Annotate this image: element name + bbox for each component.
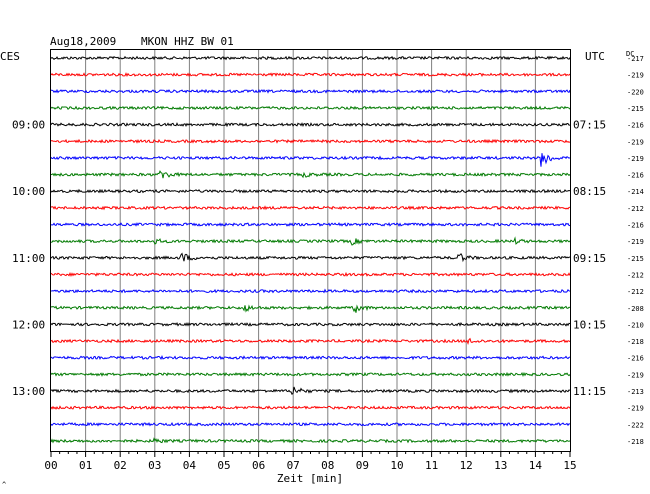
trace-offset-label: -218 xyxy=(627,338,644,346)
trace-offset-label: -216 xyxy=(627,222,644,230)
trace-offset-label: -219 xyxy=(627,405,644,413)
right-timezone-label: UTC xyxy=(585,50,605,63)
seismic-trace xyxy=(50,252,571,263)
trace-offset-label: -215 xyxy=(627,255,644,263)
seismic-trace xyxy=(50,386,571,395)
x-tick-label: 09 xyxy=(356,459,369,472)
trace-offset-label: -215 xyxy=(627,105,644,113)
trace-offset-label: -217 xyxy=(627,55,644,63)
trace-offset-label: -222 xyxy=(627,421,644,429)
seismic-trace xyxy=(50,222,571,228)
seismic-trace xyxy=(50,236,571,246)
trace-offset-label: -212 xyxy=(627,288,644,296)
x-tick-label: 08 xyxy=(321,459,334,472)
x-tick-label: 04 xyxy=(183,459,197,472)
right-time-label: 08:15 xyxy=(573,185,606,198)
seismic-trace xyxy=(50,153,571,167)
trace-offset-label: -220 xyxy=(627,88,644,96)
trace-offset-label: -213 xyxy=(627,388,644,396)
x-tick-label: 14 xyxy=(529,459,543,472)
left-time-label: 12:00 xyxy=(12,318,45,331)
left-timezone-label: CES xyxy=(0,50,20,63)
trace-offset-label: -208 xyxy=(627,305,644,313)
x-tick-label: 10 xyxy=(390,459,403,472)
seismic-trace xyxy=(50,405,571,410)
trace-offset-label: -219 xyxy=(627,155,644,163)
left-time-label: 13:00 xyxy=(12,385,45,398)
x-tick-label: 11 xyxy=(425,459,438,472)
x-tick-label: 01 xyxy=(79,459,92,472)
trace-offset-label: -219 xyxy=(627,371,644,379)
seismic-trace xyxy=(50,72,571,78)
plot-frame xyxy=(50,49,571,452)
x-tick-label: 00 xyxy=(44,459,57,472)
trace-offset-label: -210 xyxy=(627,321,644,329)
seismic-trace xyxy=(50,304,571,313)
seismic-trace xyxy=(50,371,571,377)
trace-offset-label: -214 xyxy=(627,188,644,196)
seismic-trace xyxy=(50,437,571,444)
trace-offset-label: -219 xyxy=(627,138,644,146)
trace-offset-label: -216 xyxy=(627,122,644,130)
left-time-label: 10:00 xyxy=(12,185,45,198)
left-time-label: 09:00 xyxy=(12,119,45,132)
right-time-label: 10:15 xyxy=(573,318,606,331)
x-tick-label: 12 xyxy=(460,459,473,472)
x-tick-label: 03 xyxy=(148,459,161,472)
right-time-label: 09:15 xyxy=(573,252,606,265)
trace-offset-label: -216 xyxy=(627,355,644,363)
corner-mark: ^ xyxy=(2,481,6,489)
x-tick-label: 02 xyxy=(114,459,127,472)
seismic-trace xyxy=(50,421,571,427)
seismic-trace xyxy=(50,321,571,327)
trace-offset-label: -219 xyxy=(627,72,644,80)
offset-header-label: DC xyxy=(626,50,634,58)
seismic-trace xyxy=(50,288,571,294)
trace-offset-label: -218 xyxy=(627,438,644,446)
trace-offset-label: -212 xyxy=(627,205,644,213)
x-tick-label: 13 xyxy=(494,459,507,472)
right-time-label: 11:15 xyxy=(573,385,606,398)
seismic-trace xyxy=(50,271,571,277)
seismic-trace xyxy=(50,55,571,61)
left-time-label: 11:00 xyxy=(12,252,45,265)
x-axis-label: Zeit [min] xyxy=(277,472,343,485)
x-tick-label: 06 xyxy=(252,459,265,472)
chart-title-station: MKON HHZ BW 01 xyxy=(141,35,234,48)
chart-labels: 00 01 02 03 04 05 06 07 08 09 10 11 12 13 14 15 -217 -219… xyxy=(12,55,644,472)
grid-lines xyxy=(50,50,571,457)
seismic-trace xyxy=(50,105,571,111)
seismic-trace xyxy=(50,205,571,211)
x-tick-label: 07 xyxy=(287,459,300,472)
seismic-trace xyxy=(50,188,571,194)
trace-offset-label: -219 xyxy=(627,238,644,246)
chart-title-date: Aug18,2009 xyxy=(50,35,116,48)
seismic-trace xyxy=(50,355,571,361)
seismic-traces xyxy=(50,55,571,444)
seismic-trace xyxy=(50,122,570,128)
x-tick-label: 05 xyxy=(217,459,230,472)
seismic-trace xyxy=(50,337,571,346)
seismic-trace xyxy=(50,170,571,179)
seismic-trace xyxy=(50,138,571,144)
trace-offset-label: -212 xyxy=(627,271,644,279)
trace-offset-label: -216 xyxy=(627,172,644,180)
x-tick-label: 15 xyxy=(563,459,576,472)
seismic-trace xyxy=(50,88,571,94)
right-time-label: 07:15 xyxy=(573,119,606,132)
